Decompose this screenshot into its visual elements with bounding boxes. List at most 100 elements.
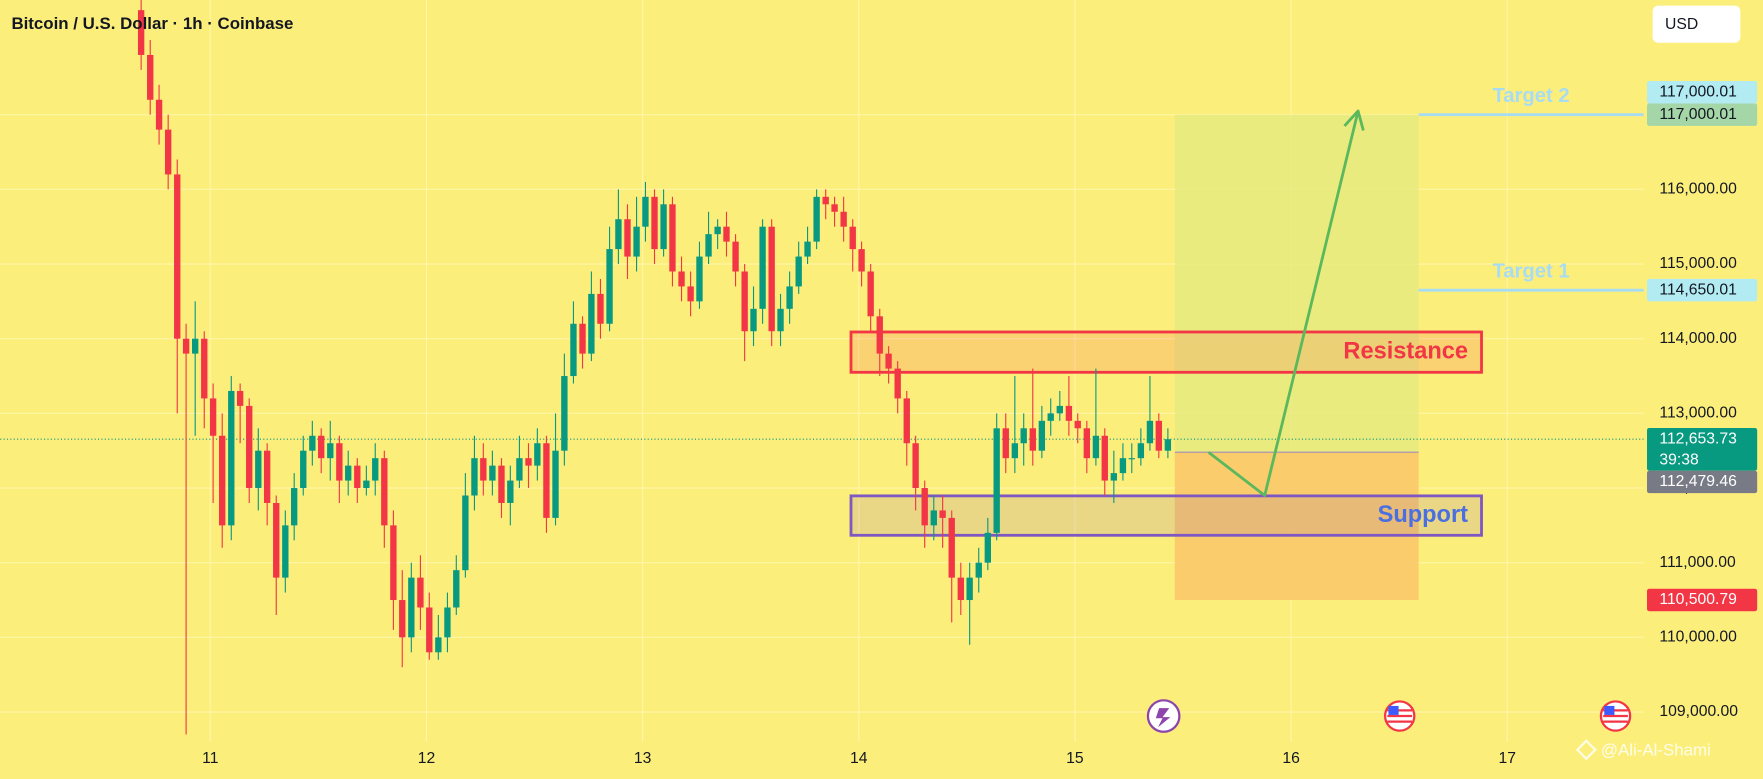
candle-body [732,241,739,272]
event-icon-glyph [1388,705,1399,715]
candle-body [1047,413,1054,421]
candle-body [291,488,298,526]
currency-button-label[interactable]: USD [1665,16,1698,33]
candle-body [534,443,541,466]
watermark: @Ali-Al-Shami [1601,740,1711,759]
candle-body [417,577,424,608]
currency-button[interactable] [1652,5,1741,43]
candle-body [480,458,487,481]
candle-body [1065,405,1073,421]
candle-body [930,510,937,526]
candle-body [1101,435,1108,481]
candle-body [525,458,532,466]
price-axis [1643,0,1763,779]
y-tick-label: 109,000.00 [1659,703,1738,720]
candle-body [867,271,874,317]
candle-body [363,480,370,489]
candle-body [336,443,343,481]
candle-body [669,204,676,272]
x-tick-label: 15 [1066,750,1084,767]
candle-body [912,443,919,489]
chart-title: Bitcoin / U.S. Dollar · 1h · Coinbase [11,14,293,33]
candle-body [255,450,262,489]
candle-body [498,465,505,503]
candle-body [570,323,577,377]
candle-body [561,376,568,451]
price-tag-label: 117,000.01 [1659,83,1737,100]
candle-body [372,458,379,481]
candle-body [309,435,316,451]
candles [137,0,1172,735]
event-icon[interactable] [1146,699,1181,733]
candle-body [516,458,523,481]
candle-body [327,443,334,459]
candle-body [885,353,892,369]
candle-body [723,226,730,242]
candle-body [705,234,712,257]
candle-body [345,465,352,481]
candle-body [696,256,703,302]
candle-body [903,398,910,444]
price-tag [1647,103,1758,126]
candle-body [687,286,694,302]
candle-body [804,241,811,257]
x-tick-label: 12 [418,750,435,767]
y-tick-label: 115,000.00 [1659,255,1737,272]
candle-body [1119,458,1127,474]
candle-body [209,398,217,436]
price-tag [1647,588,1758,612]
candle-body [1074,420,1081,429]
candle-body [984,532,991,563]
candle-body [822,196,829,205]
target-label: Target 1 [1492,261,1569,283]
zone-label: Resistance [1343,338,1468,364]
candle-body [1128,458,1135,460]
candle-body [182,338,190,354]
y-tick-label: 110,000.00 [1659,629,1737,646]
x-tick-label: 11 [202,750,218,767]
candle-body [155,99,163,130]
price-tag-label: 110,500.79 [1659,591,1737,608]
candle-body [1155,420,1162,451]
price-tag [1647,80,1758,104]
candle-body [615,219,622,250]
candle-body [282,525,289,578]
candle-body [552,450,559,518]
y-tick-label: 116,000.00 [1659,181,1737,198]
candle-body [1056,405,1063,414]
candle-body [1011,443,1019,459]
x-tick-label: 16 [1282,750,1300,767]
candle-body [228,390,235,526]
candle-body [399,600,406,638]
target-label: Target 2 [1492,85,1569,107]
candle-body [813,196,820,242]
candle-body [1038,420,1046,451]
candle-body [435,637,442,653]
candle-body [300,450,307,489]
candle-body [1110,473,1118,481]
candle-body [624,219,631,257]
event-icons [1146,699,1632,733]
x-tick-label: 13 [634,750,652,767]
candle-body [786,286,793,309]
candle-body [939,510,946,518]
candle-body [876,316,883,354]
candle-body [750,308,757,332]
candle-body [1146,420,1154,444]
candle-body [966,577,973,601]
candle-body [426,607,433,653]
candle-body [444,607,451,638]
event-icon-glyph [1604,705,1615,715]
candle-body [507,480,514,503]
candle-body [408,577,415,638]
candle-body [543,443,550,518]
watermark-icon [1575,739,1597,761]
candle-body [606,249,613,324]
candle-body [381,458,388,526]
price-countdown: 39:38 [1659,452,1699,469]
arrow-head [1343,109,1365,131]
candle-body [137,10,145,55]
